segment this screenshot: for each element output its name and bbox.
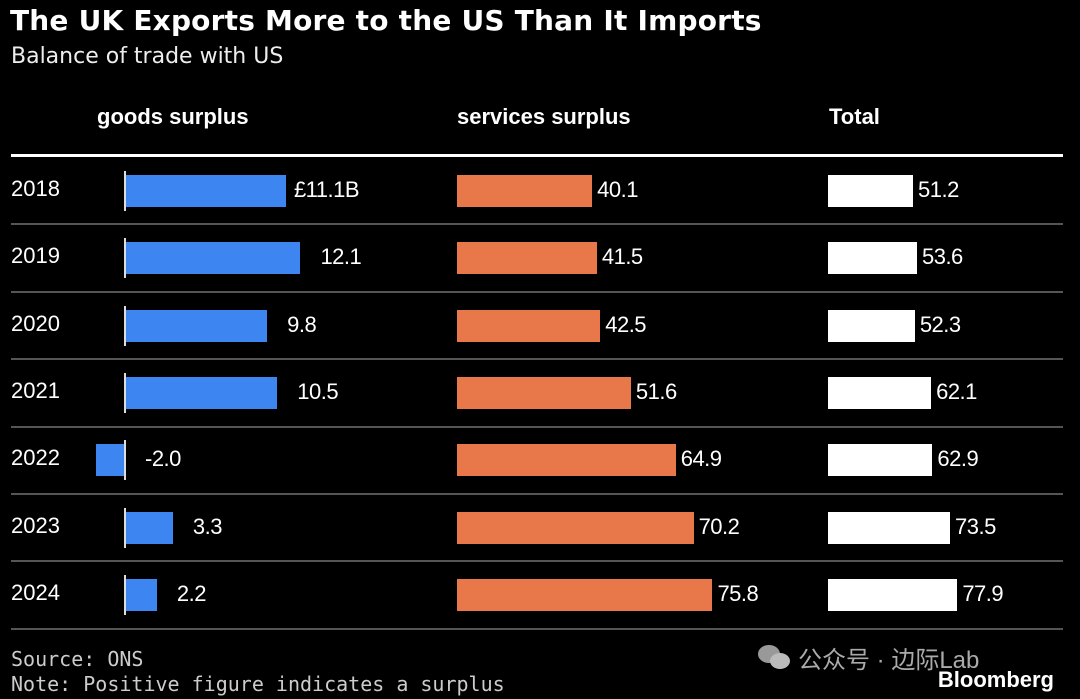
column-header-total: Total [829,104,880,129]
total-bar [828,444,933,477]
services-value-label: 40.1 [597,176,638,202]
total-value-label: 77.9 [962,581,1004,607]
services-value-label: 64.9 [680,446,722,472]
row-divider [11,560,1063,563]
services-value-label: 42.5 [605,311,647,337]
zero-baseline [124,305,126,346]
services-bar [457,309,601,342]
goods-bar [125,242,301,275]
services-value-label: 70.2 [698,513,740,539]
total-bar [828,174,913,207]
services-value-label: 75.8 [717,581,759,607]
row-divider [11,358,1063,361]
services-value-label: 41.5 [601,244,643,270]
year-label: 2018 [11,175,60,201]
zero-baseline [124,507,126,548]
goods-bar [125,376,278,409]
column-header-services: services surplus [457,104,631,129]
goods-value-label: 3.3 [192,513,223,539]
zero-baseline [124,575,126,616]
total-value-label: 51.2 [917,176,959,202]
total-value-label: 52.3 [919,311,961,337]
goods-value-label: 10.5 [297,378,339,404]
footnote: Note: Positive figure indicates a surplu… [11,672,505,696]
total-value-label: 62.1 [936,378,977,404]
row-divider [11,425,1063,428]
row-divider [11,627,1063,630]
zero-baseline [124,170,126,211]
watermark-text: 公众号 · 边际Lab [798,647,980,674]
goods-value-label: -2.0 [145,446,181,472]
header-rule [11,154,1063,157]
chart-title: The UK Exports More to the US Than It Im… [10,4,762,37]
total-value-label: 62.9 [937,446,979,472]
year-label: 2021 [11,377,60,403]
goods-value-label: 12.1 [320,244,362,270]
goods-value-label: 9.8 [287,311,317,337]
total-value-label: 53.6 [921,244,963,270]
total-bar [828,579,958,612]
total-bar [828,511,950,544]
year-label: 2019 [11,243,60,269]
source-note: Source: ONS [11,647,144,671]
goods-value-label: £11.1B [293,176,360,202]
zero-baseline [124,372,126,413]
services-bar [457,242,597,275]
goods-bar [125,511,173,544]
services-bar [457,579,713,612]
column-header-goods: goods surplus [97,104,249,129]
year-label: 2023 [11,512,60,538]
wechat-icon [758,644,792,671]
goods-bar [96,444,125,477]
total-bar [828,309,915,342]
goods-bar [125,174,286,207]
chart-subtitle: Balance of trade with US [11,44,284,69]
watermark: 公众号 · 边际Lab [758,640,979,675]
year-label: 2022 [11,445,60,471]
goods-bar [125,579,157,612]
row-divider [11,223,1063,226]
total-bar [828,376,932,409]
services-value-label: 51.6 [635,378,677,404]
row-divider [11,290,1063,293]
services-bar [457,174,593,207]
goods-bar [125,309,268,342]
services-bar [457,511,694,544]
total-bar [828,242,917,275]
total-value-label: 73.5 [955,513,996,539]
bloomberg-logo: Bloomberg [937,667,1054,692]
year-label: 2024 [11,580,60,606]
year-label: 2020 [11,310,60,336]
zero-baseline [124,440,126,481]
goods-value-label: 2.2 [176,581,207,607]
zero-baseline [124,238,126,279]
services-bar [457,376,631,409]
services-bar [457,444,676,477]
row-divider [11,493,1063,495]
